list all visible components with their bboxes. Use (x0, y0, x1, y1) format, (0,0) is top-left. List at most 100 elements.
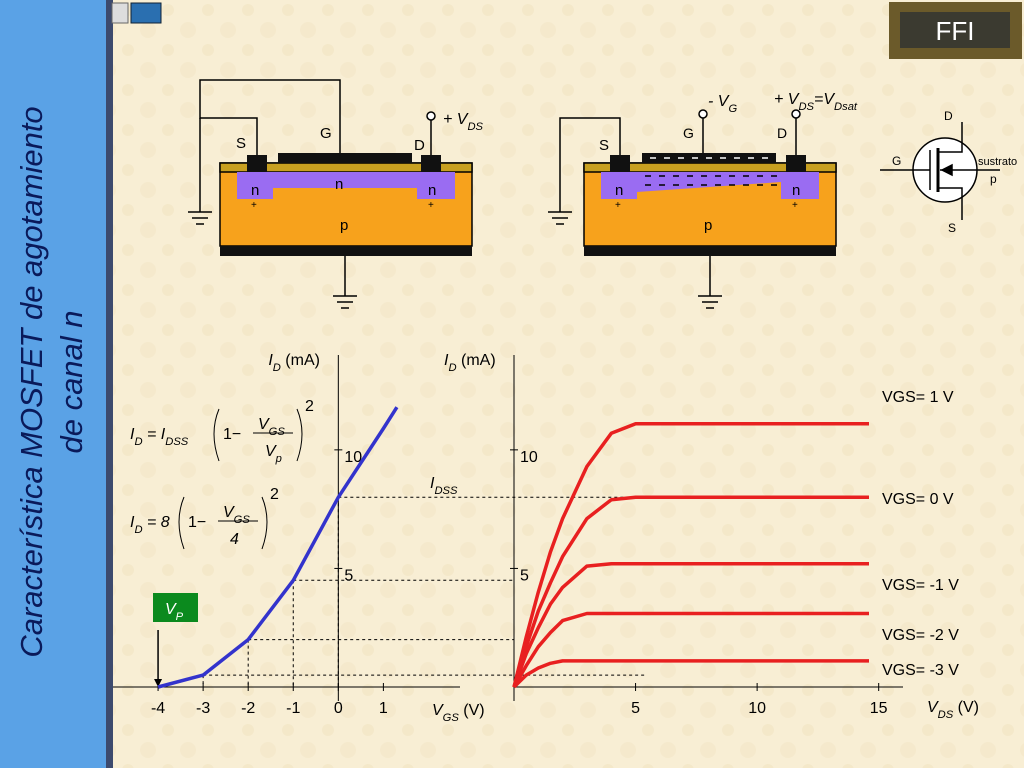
contact (610, 155, 630, 172)
text-part: DS (467, 121, 483, 133)
vp-box (153, 593, 198, 622)
symbol-drain (938, 122, 963, 153)
text-part: I (130, 426, 135, 443)
text-part: V (165, 601, 177, 618)
back-icon[interactable] (111, 2, 129, 24)
x-tick-label: 1 (379, 700, 388, 717)
ground (548, 211, 572, 225)
logo: FFI (889, 2, 1022, 59)
label-s: S (236, 135, 246, 152)
gate (278, 153, 412, 163)
symbol-substrate: sustrato (978, 156, 1017, 168)
bulk-contact (584, 246, 836, 256)
label-plus: + (428, 200, 434, 211)
text-part: V (258, 416, 270, 433)
series-line (512, 659, 869, 689)
text-part: DS (938, 709, 954, 721)
label-n: n (335, 176, 343, 193)
x-tick-label: 15 (870, 700, 888, 717)
ground (188, 211, 212, 225)
series-line (512, 561, 869, 688)
formula-den: 4 (230, 531, 239, 548)
label-plus: + (251, 200, 257, 211)
title-line: de canal n (54, 310, 89, 453)
y-axis-label: ID (mA) (444, 352, 496, 374)
label-n: n (428, 182, 436, 199)
symbol-p: p (990, 172, 997, 186)
y-tick-label: 5 (520, 567, 529, 584)
text-part: V (432, 702, 444, 719)
x-tick-label: -3 (196, 700, 210, 717)
label-p: p (704, 217, 712, 234)
series-label: VGS= 0 V (882, 491, 954, 508)
text-part: (V) (459, 702, 485, 719)
symbol-g: G (892, 154, 901, 168)
terminal (791, 109, 801, 119)
formula-text: 1− (188, 514, 206, 531)
text-part: GS (443, 712, 460, 724)
bulk-contact (220, 246, 472, 256)
text-part: DSS (165, 436, 189, 448)
x-tick-label: 5 (631, 700, 640, 717)
text-part: + V (443, 111, 469, 128)
calc-icon[interactable] (130, 2, 162, 24)
series-line (157, 406, 399, 689)
label-n: n (615, 182, 623, 199)
text-part: (V) (953, 699, 979, 716)
series-label: VGS= -2 V (882, 627, 959, 644)
text-part: - V (708, 93, 730, 110)
series-label: VGS= -3 V (882, 662, 959, 679)
formula-num: VGS (223, 504, 250, 526)
formula-num: VGS (258, 416, 285, 438)
y-tick-label: 5 (344, 567, 353, 584)
formula-den: Vp (265, 443, 282, 465)
formula-exp: 2 (270, 486, 279, 503)
y-axis-label: ID (mA) (268, 352, 320, 374)
label-g: G (683, 125, 694, 141)
logo-text: FFI (936, 16, 975, 46)
text-part: D (134, 524, 142, 536)
contact (247, 155, 267, 172)
label-vg: - VG (708, 93, 737, 115)
text-part: V (223, 504, 235, 521)
label-vds: + VDS (443, 111, 484, 133)
x-tick-label: 0 (334, 700, 343, 717)
text-part: Dsat (834, 101, 858, 113)
text-part: + V (774, 91, 800, 108)
n-channel (637, 172, 781, 192)
x-tick-label: -1 (286, 700, 300, 717)
x-tick-label: -4 (151, 700, 165, 717)
text-part: = 8 (143, 514, 170, 531)
paren (213, 408, 220, 462)
device-left: S G D n n n p + + (188, 79, 473, 309)
y-tick-label: 10 (520, 449, 538, 466)
formula-lhs: ID = 8 (130, 514, 170, 536)
text-part: I (430, 475, 435, 492)
series-line (512, 422, 869, 688)
text-part: (mA) (281, 352, 320, 369)
text-part: GS (234, 514, 251, 526)
wire (199, 79, 341, 155)
text-part: DS (798, 101, 814, 113)
n-channel (273, 172, 417, 188)
label-d: D (414, 137, 425, 154)
symbol-source (938, 187, 963, 220)
text-part: D (134, 436, 142, 448)
toolbar-icons[interactable] (111, 2, 162, 24)
symbol-d: D (944, 109, 953, 123)
ground (333, 295, 357, 309)
text-part: = I (143, 426, 166, 443)
label-plus: + (792, 200, 798, 211)
idss-label: IDSS (430, 475, 458, 497)
formula-lhs: ID = IDSS (130, 426, 189, 448)
label-d: D (777, 125, 787, 141)
symbol-arrow (940, 163, 953, 177)
text-part: D (448, 362, 456, 374)
title-line: Característica MOSFET de agotamiento (14, 106, 49, 657)
text-part: D (273, 362, 281, 374)
device-right: S G D n n p + + (548, 109, 837, 309)
contact (421, 155, 441, 172)
label-plus: + (615, 200, 621, 211)
series-label: VGS= -1 V (882, 577, 959, 594)
